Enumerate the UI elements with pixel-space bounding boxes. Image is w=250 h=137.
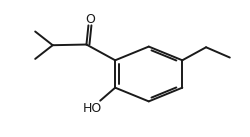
- Text: O: O: [85, 13, 95, 26]
- Text: HO: HO: [83, 102, 102, 115]
